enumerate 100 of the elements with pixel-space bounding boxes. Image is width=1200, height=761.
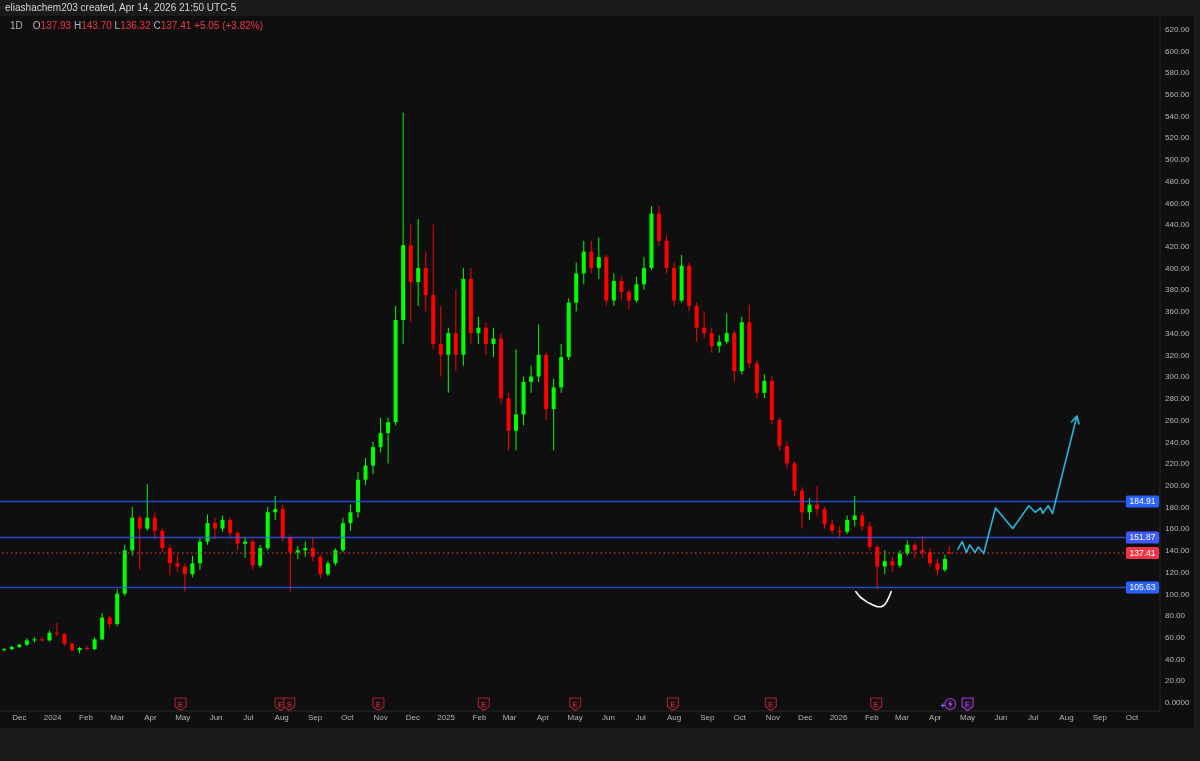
line-series: [854, 590, 893, 608]
candlestick: [837, 525, 842, 538]
x-tick-label: Sep: [307, 712, 323, 722]
candlestick: [529, 365, 534, 394]
candlestick: [288, 534, 293, 593]
x-tick-label: Sep: [700, 712, 716, 722]
candlestick: [589, 240, 594, 274]
x-tick-label: 2024: [43, 712, 63, 722]
candlestick: [197, 536, 202, 571]
y-tick-label: 280.00: [1165, 394, 1191, 404]
x-tick-label: Mar: [895, 712, 910, 722]
candlestick: [378, 417, 383, 454]
candlestick: [438, 305, 443, 378]
candlestick: [514, 348, 519, 451]
x-tick-label: 2025: [437, 712, 456, 722]
candlestick: [32, 636, 37, 644]
candlestick: [867, 521, 872, 551]
candlestick: [213, 517, 218, 540]
y-tick-label: 40.00: [1165, 654, 1186, 664]
y-tick-label: 300.00: [1165, 372, 1191, 382]
x-tick-label: Oct: [733, 712, 747, 722]
y-tick-label: 20.00: [1165, 676, 1186, 686]
chart-title: eliashachem203 created, Apr 14, 2026 21:50 UTC-5: [5, 2, 237, 14]
y-tick-label: 100.00: [1165, 589, 1191, 599]
candlestick: [822, 506, 827, 530]
candlestick: [882, 549, 887, 575]
y-tick-label: 160.00: [1165, 524, 1191, 534]
y-tick-label: 380.00: [1165, 285, 1191, 295]
y-tick-label: 340.00: [1165, 328, 1191, 338]
x-tick-label: Nov: [765, 712, 781, 722]
candlestick: [694, 302, 699, 343]
candlestick: [875, 544, 880, 590]
x-tick-label: Jun: [209, 712, 223, 722]
x-tick-label: Aug: [666, 712, 682, 722]
x-tick-label: Jul: [243, 712, 254, 722]
candlestick: [852, 495, 857, 527]
candlestick: [641, 256, 646, 291]
candlestick: [800, 486, 804, 530]
x-tick-label: Dec: [12, 712, 27, 722]
candlestick: [476, 316, 481, 345]
x-tick-label: Oct: [1125, 712, 1140, 722]
x-tick-label: Sep: [1092, 712, 1108, 722]
candlestick: [912, 542, 917, 559]
candlestick: [190, 555, 195, 578]
x-tick-label: May: [175, 712, 191, 722]
candlestick: [483, 321, 488, 356]
x-tick-label: Jul: [1028, 712, 1039, 722]
y-tick-label: 200.00: [1165, 480, 1191, 490]
y-tick-label: 620.00: [1165, 24, 1191, 34]
ref-line-label: 184.91: [1129, 496, 1156, 507]
y-tick-label: 600.00: [1165, 46, 1191, 56]
candlestick: [250, 538, 255, 571]
candlestick: [152, 511, 157, 540]
y-tick-label: 520.00: [1165, 133, 1191, 143]
x-tick-label: Aug: [1059, 712, 1074, 722]
candlestick: [702, 310, 707, 340]
ref-line-label: 137.41: [1129, 547, 1156, 558]
candlestick: [145, 483, 150, 532]
candlestick: [830, 519, 835, 535]
x-tick-label: Jul: [635, 712, 647, 722]
x-tick-label: Dec: [798, 712, 813, 722]
candlestick: [167, 544, 172, 576]
x-tick-label: Dec: [405, 712, 420, 722]
candlestick: [205, 513, 210, 546]
candlestick: [371, 441, 376, 475]
y-tick-label: 120.00: [1165, 567, 1191, 577]
y-tick-label: 580.00: [1165, 68, 1191, 78]
y-tick-label: 260.00: [1165, 415, 1191, 425]
candlestick: [807, 497, 812, 521]
candlestick: [453, 289, 458, 372]
x-tick-label: May: [567, 712, 583, 722]
x-tick-label: Feb: [864, 712, 880, 722]
y-tick-label: 460.00: [1165, 198, 1191, 208]
candlestick: [860, 511, 865, 532]
candlestick: [386, 417, 391, 464]
y-tick-label: 440.00: [1165, 220, 1191, 230]
candlestick: [39, 636, 44, 642]
candlestick: [709, 327, 714, 354]
y-tick-label: 360.00: [1165, 307, 1191, 317]
candlestick: [634, 276, 639, 304]
candlestick: [318, 554, 323, 580]
candlestick: [611, 272, 616, 307]
candlestick: [927, 547, 932, 568]
x-tick-label: Apr: [929, 712, 942, 722]
candlestick: [137, 515, 142, 571]
y-tick-label: 220.00: [1165, 459, 1191, 469]
candlestick: [762, 373, 767, 399]
candlestick: [491, 327, 496, 358]
candlestick: [845, 515, 850, 535]
candlestick: [228, 517, 233, 538]
text: O137.93 H143.70 L136.32 C137.41 +5.05 (+3.82%): [32, 20, 264, 31]
y-tick-label: 140.00: [1165, 546, 1191, 556]
y-tick-label: 480.00: [1165, 176, 1191, 186]
candlestick: [182, 562, 187, 593]
x-tick-label: May: [960, 712, 976, 722]
candlestick: [310, 536, 315, 562]
candlestick: [724, 313, 729, 345]
y-tick-label: 420.00: [1165, 242, 1191, 252]
y-tick-label: 180.00: [1165, 502, 1191, 512]
candlestick: [100, 612, 105, 641]
